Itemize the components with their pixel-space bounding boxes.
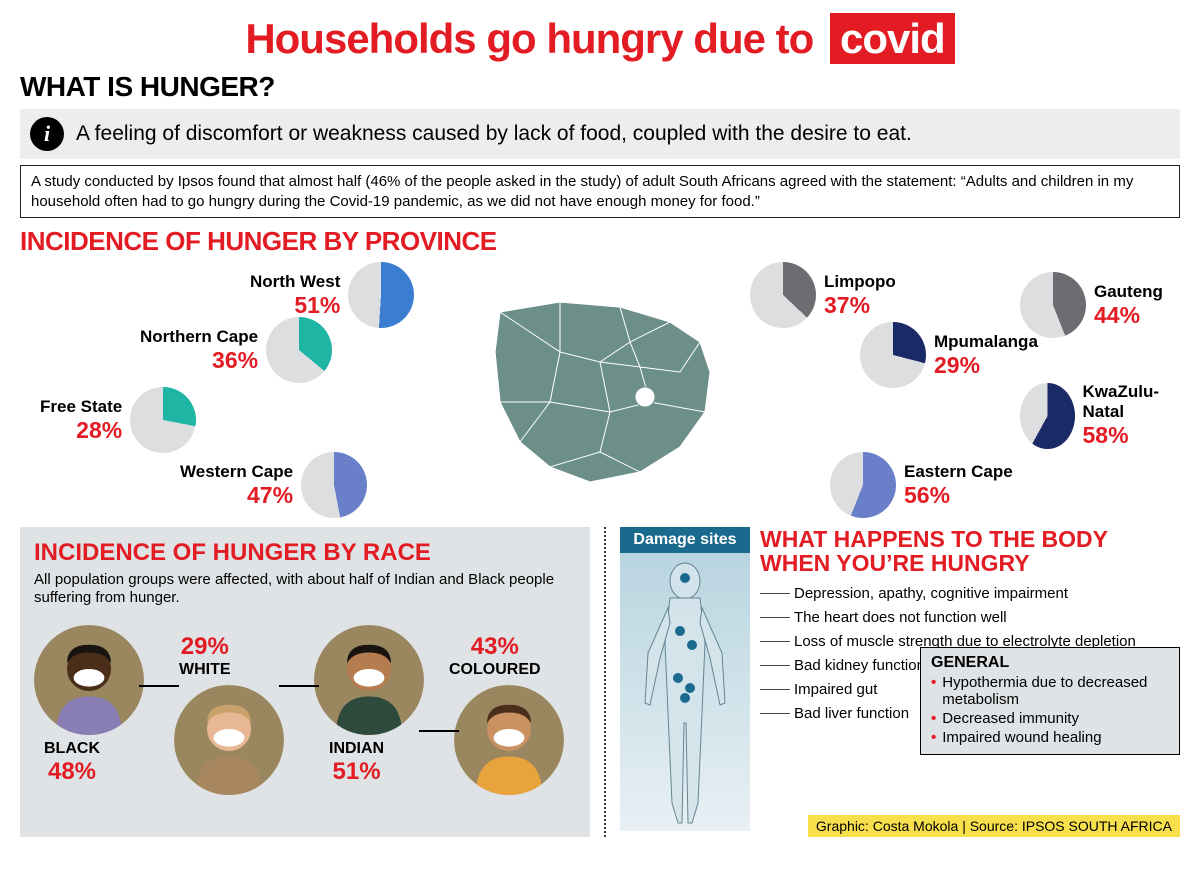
body-item-text: Impaired gut	[794, 681, 877, 698]
pie-icon	[830, 452, 896, 518]
province-name: Eastern Cape	[904, 462, 1013, 482]
pie-label: Free State28%	[40, 397, 122, 444]
hunger-heading: WHAT IS HUNGER?	[20, 71, 1180, 103]
leader-line	[760, 617, 790, 618]
pie-label: North West51%	[250, 272, 340, 319]
avatar	[34, 625, 144, 735]
leader-line	[760, 713, 790, 714]
province-pct: 56%	[904, 482, 1013, 509]
pie-icon	[348, 262, 414, 328]
connector-line	[279, 685, 319, 687]
body-item-text: The heart does not function well	[794, 609, 1007, 626]
pie-label: Mpumalanga29%	[934, 332, 1038, 379]
pie-icon	[301, 452, 367, 518]
body-heading: WHAT HAPPENS TO THE BODY WHEN YOU’RE HUN…	[760, 527, 1180, 575]
info-icon: i	[30, 117, 64, 151]
body-right: WHAT HAPPENS TO THE BODY WHEN YOU’RE HUN…	[760, 527, 1180, 837]
race-subtitle: All population groups were affected, wit…	[34, 571, 576, 607]
pie-label: Eastern Cape56%	[904, 462, 1013, 509]
title-highlight: covid	[830, 13, 955, 64]
pie-icon	[750, 262, 816, 328]
main-title: Households go hungry due to covid	[20, 15, 1180, 63]
race-label: 29%WHITE	[179, 633, 231, 679]
south-africa-map	[480, 292, 730, 492]
province-pie: Gauteng44%	[1020, 272, 1163, 338]
body-fig-header: Damage sites	[620, 527, 750, 553]
body-figure: Damage sites	[620, 527, 750, 837]
definition-row: i A feeling of discomfort or weakness ca…	[20, 109, 1180, 159]
body-item: Depression, apathy, cognitive impairment	[760, 585, 1180, 602]
pie-label: Limpopo37%	[824, 272, 896, 319]
body-diagram	[620, 553, 750, 831]
body-item-text: Depression, apathy, cognitive impairment	[794, 585, 1068, 602]
avatar	[314, 625, 424, 735]
province-name: KwaZulu-Natal	[1083, 382, 1181, 422]
pie-icon	[1020, 272, 1086, 338]
pie-icon	[860, 322, 926, 388]
province-pie: KwaZulu-Natal58%	[1020, 382, 1180, 449]
body-item-text: Bad kidney function	[794, 657, 925, 674]
leader-line	[760, 641, 790, 642]
body-item-text: Bad liver function	[794, 705, 909, 722]
province-name: Free State	[40, 397, 122, 417]
pie-label: Gauteng44%	[1094, 282, 1163, 329]
avatar	[454, 685, 564, 795]
race-figures: BLACK48% 29%WHITE INDIAN51% 43%COLOURED	[34, 615, 576, 805]
pie-icon	[130, 387, 196, 453]
credit: Graphic: Costa Mokola | Source: IPSOS SO…	[808, 815, 1180, 837]
province-name: Gauteng	[1094, 282, 1163, 302]
study-box: A study conducted by Ipsos found that al…	[20, 165, 1180, 218]
province-name: Western Cape	[180, 462, 293, 482]
pie-label: Northern Cape36%	[140, 327, 258, 374]
province-pct: 29%	[934, 352, 1038, 379]
divider	[604, 527, 606, 837]
province-area: North West51%Northern Cape36%Free State2…	[20, 262, 1180, 517]
province-pct: 47%	[180, 482, 293, 509]
province-pct: 44%	[1094, 302, 1163, 329]
province-name: Northern Cape	[140, 327, 258, 347]
province-pct: 51%	[250, 292, 340, 319]
race-label: BLACK48%	[44, 740, 100, 786]
province-pct: 36%	[140, 347, 258, 374]
title-prefix: Households go hungry due to	[245, 15, 813, 62]
province-pie: Limpopo37%	[750, 262, 896, 328]
connector-line	[419, 730, 459, 732]
leader-line	[760, 593, 790, 594]
province-pie: Free State28%	[40, 387, 196, 453]
race-heading: INCIDENCE OF HUNGER BY RACE	[34, 539, 576, 567]
body-item: The heart does not function well	[760, 609, 1180, 626]
province-pie: Western Cape47%	[180, 452, 367, 518]
province-heading: INCIDENCE OF HUNGER BY PROVINCE	[20, 226, 1180, 257]
province-pct: 58%	[1083, 422, 1181, 449]
general-item: Hypothermia due to decreased metabolism	[931, 674, 1169, 708]
general-item: Impaired wound healing	[931, 729, 1169, 746]
race-panel: INCIDENCE OF HUNGER BY RACE All populati…	[20, 527, 590, 837]
race-label: INDIAN51%	[329, 740, 384, 786]
connector-line	[139, 685, 179, 687]
province-pie: Eastern Cape56%	[830, 452, 1013, 518]
leader-line	[760, 689, 790, 690]
pie-label: KwaZulu-Natal58%	[1083, 382, 1181, 449]
avatar	[174, 685, 284, 795]
general-box: GENERAL Hypothermia due to decreased met…	[920, 647, 1180, 755]
pie-label: Western Cape47%	[180, 462, 293, 509]
general-heading: GENERAL	[931, 654, 1169, 672]
province-pie: Northern Cape36%	[140, 317, 332, 383]
leader-line	[760, 665, 790, 666]
province-pie: Mpumalanga29%	[860, 322, 1038, 388]
body-panel: Damage sites	[620, 527, 1180, 837]
general-list: Hypothermia due to decreased metabolism D…	[931, 674, 1169, 746]
province-pct: 28%	[40, 417, 122, 444]
definition-text: A feeling of discomfort or weakness caus…	[76, 122, 912, 146]
race-label: 43%COLOURED	[449, 633, 541, 679]
province-name: Limpopo	[824, 272, 896, 292]
pie-icon	[1020, 383, 1075, 449]
bottom-row: INCIDENCE OF HUNGER BY RACE All populati…	[20, 527, 1180, 837]
general-item: Decreased immunity	[931, 710, 1169, 727]
province-name: North West	[250, 272, 340, 292]
province-pct: 37%	[824, 292, 896, 319]
pie-icon	[266, 317, 332, 383]
